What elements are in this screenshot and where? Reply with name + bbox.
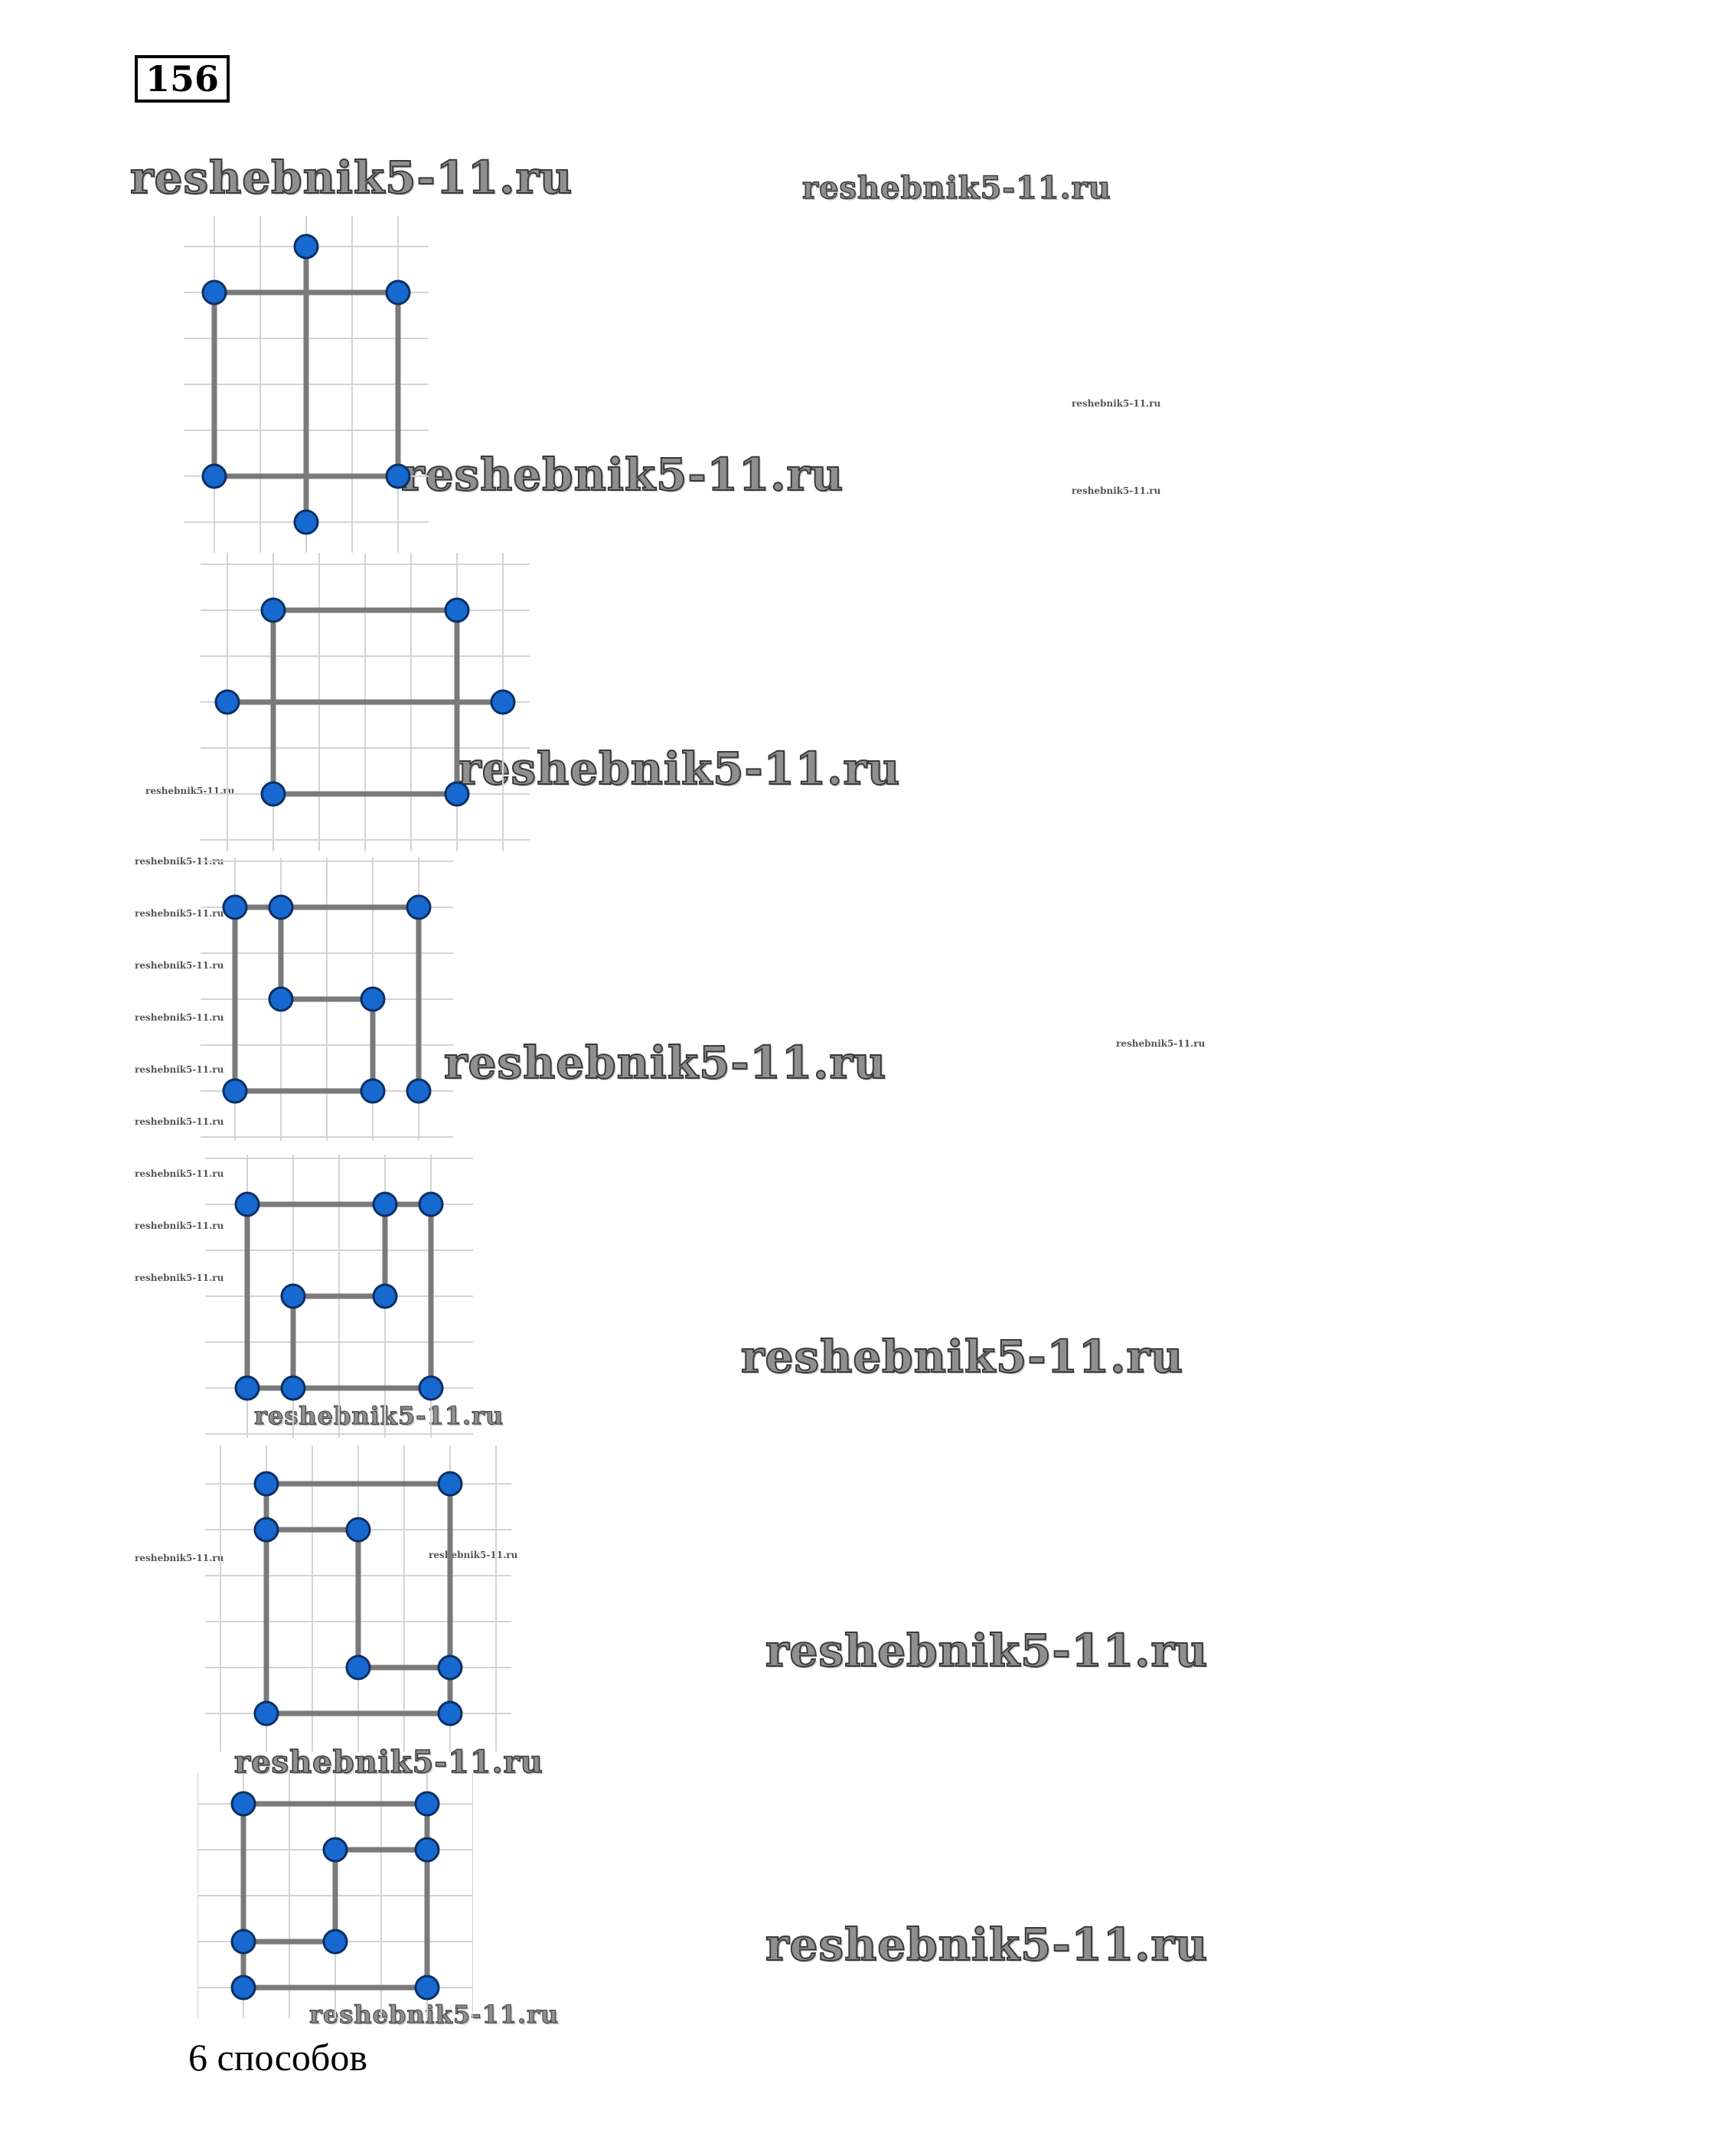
point-dot [230, 1791, 256, 1817]
watermark-tiny: reshebnik5-11.ru [135, 1553, 224, 1563]
grid-figure [205, 1155, 473, 1438]
point-dot [437, 1471, 463, 1497]
watermark: reshebnik5-11.ru [740, 1330, 1184, 1383]
point-dot [385, 279, 411, 305]
watermark-tiny: reshebnik5-11.ru [135, 1272, 224, 1283]
point-dot [230, 1929, 256, 1955]
grid-figure [197, 1773, 473, 2018]
figure-way-1 [184, 216, 429, 553]
point-dot [437, 1655, 463, 1681]
watermark: reshebnik5-11.ru [765, 1918, 1209, 1971]
point-dot [201, 463, 227, 489]
figure-way-6 [197, 1773, 473, 2018]
watermark: reshebnik5-11.ru [765, 1624, 1209, 1677]
figure-way-4 [205, 1155, 473, 1438]
watermark: reshebnik5-11.ru [400, 448, 844, 501]
figure-way-2 [201, 553, 530, 851]
point-dot [372, 1283, 398, 1309]
point-dot [268, 986, 294, 1012]
grid-figure [201, 553, 530, 851]
grid-figure [184, 216, 429, 553]
watermark-tiny: reshebnik5-11.ru [1116, 1038, 1206, 1049]
point-dot [230, 1975, 256, 2001]
watermark: reshebnik5-11.ru [253, 1401, 504, 1431]
point-dot [406, 894, 432, 920]
point-dot [444, 597, 470, 623]
point-dot [253, 1700, 279, 1726]
grid-figure [205, 1446, 511, 1752]
watermark-tiny: reshebnik5-11.ru [135, 908, 224, 919]
watermark-tiny: reshebnik5-11.ru [1072, 398, 1161, 409]
point-dot [385, 463, 411, 489]
watermark: reshebnik5-11.ru [443, 1036, 887, 1089]
point-dot [293, 234, 319, 260]
point-dot [234, 1375, 260, 1401]
watermark-tiny: reshebnik5-11.ru [1072, 485, 1161, 496]
point-dot [280, 1375, 306, 1401]
point-dot [214, 689, 240, 715]
point-dot [201, 279, 227, 305]
point-dot [360, 1078, 386, 1104]
point-dot [414, 1791, 440, 1817]
point-dot [418, 1375, 444, 1401]
point-dot [414, 1837, 440, 1863]
point-dot [322, 1929, 348, 1955]
grid-figure [201, 858, 453, 1141]
watermark-tiny: reshebnik5-11.ru [135, 1116, 224, 1127]
watermark: reshebnik5-11.ru [129, 151, 573, 204]
point-dot [360, 986, 386, 1012]
point-dot [268, 894, 294, 920]
watermark-tiny: reshebnik5-11.ru [135, 960, 224, 971]
point-dot [260, 781, 286, 807]
point-dot [345, 1655, 371, 1681]
answer-text: 6 способов [188, 2036, 367, 2079]
watermark: reshebnik5-11.ru [233, 1743, 543, 1781]
watermark-tiny: reshebnik5-11.ru [135, 1012, 224, 1023]
watermark-tiny: reshebnik5-11.ru [135, 1064, 224, 1075]
watermark-tiny: reshebnik5-11.ru [135, 856, 224, 867]
point-dot [406, 1078, 432, 1104]
point-dot [280, 1283, 306, 1309]
point-dot [260, 597, 286, 623]
point-dot [253, 1471, 279, 1497]
point-dot [222, 894, 248, 920]
watermark: reshebnik5-11.ru [801, 169, 1111, 207]
point-dot [253, 1517, 279, 1543]
point-dot [418, 1191, 444, 1217]
watermark-tiny: reshebnik5-11.ru [135, 1168, 224, 1179]
point-dot [414, 1975, 440, 2001]
watermark-tiny: reshebnik5-11.ru [135, 1220, 224, 1231]
point-dot [490, 689, 516, 715]
point-dot [293, 509, 319, 535]
watermark: reshebnik5-11.ru [457, 742, 901, 795]
point-dot [345, 1517, 371, 1543]
point-dot [322, 1837, 348, 1863]
point-dot [444, 781, 470, 807]
point-dot [437, 1700, 463, 1726]
figure-way-5 [205, 1446, 511, 1752]
problem-number: 156 [135, 55, 230, 103]
point-dot [222, 1078, 248, 1104]
point-dot [372, 1191, 398, 1217]
figure-way-3 [201, 858, 453, 1141]
watermark: reshebnik5-11.ru [308, 2000, 560, 2030]
point-dot [234, 1191, 260, 1217]
